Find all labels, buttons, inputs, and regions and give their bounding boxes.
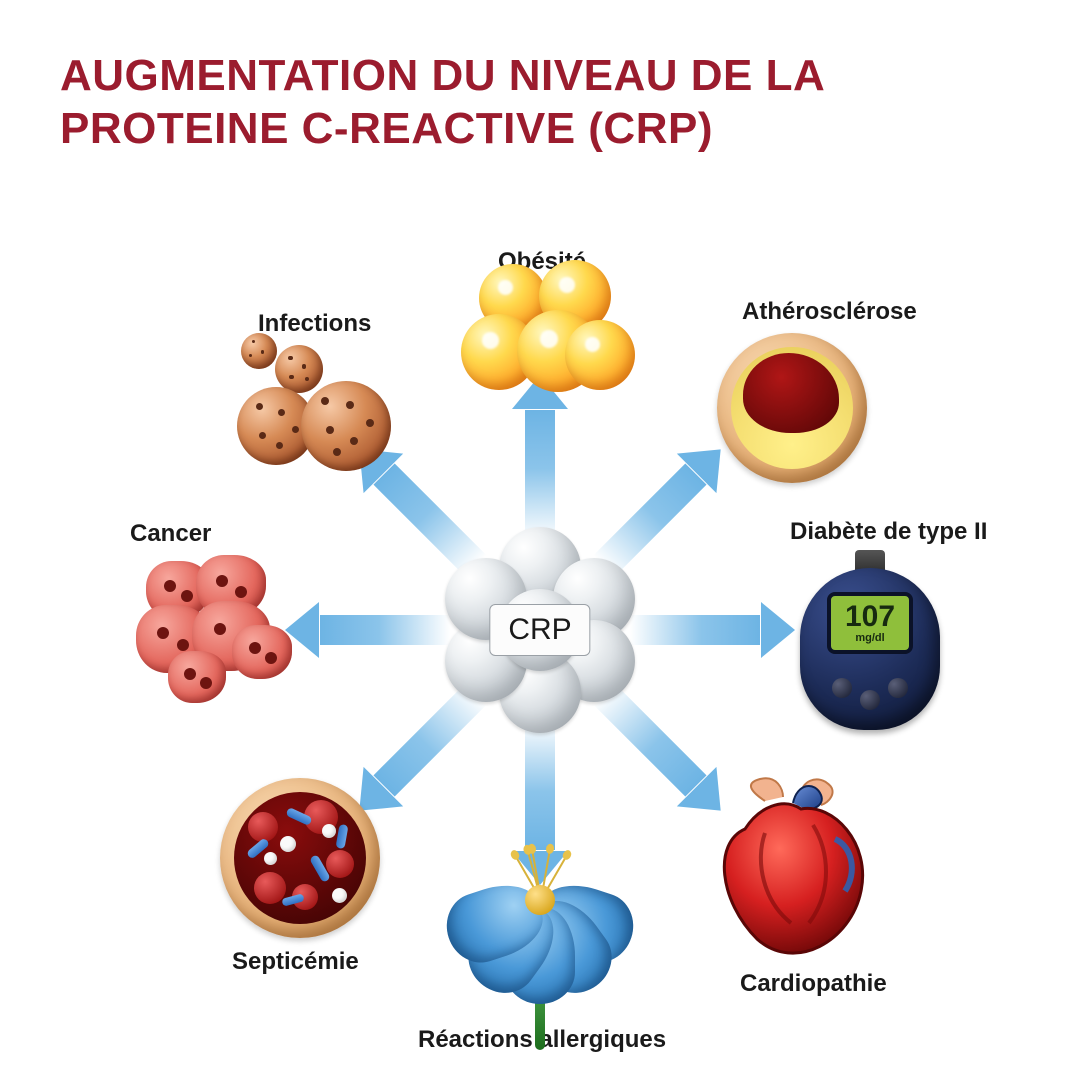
glucometer-unit: mg/dl xyxy=(855,632,884,644)
arrow-cancer xyxy=(320,615,450,645)
infections-icon xyxy=(235,333,405,483)
arrow-cardiopathy xyxy=(593,683,706,796)
glucometer-reading: 107 xyxy=(845,602,895,632)
label-sepsis: Septicémie xyxy=(232,948,359,976)
sepsis-icon xyxy=(220,778,380,938)
label-cardiopathy: Cardiopathie xyxy=(740,970,887,998)
diabetes-icon: 107 mg/dl xyxy=(800,550,940,730)
cardiopathy-icon xyxy=(705,773,875,963)
diagram-stage: CRP ObésitéAthéroscléroseDiabète de type… xyxy=(0,0,1080,1080)
label-cancer: Cancer xyxy=(130,520,211,548)
label-diabetes: Diabète de type II xyxy=(790,518,987,546)
atherosclerosis-icon xyxy=(717,333,867,483)
arrow-diabetes xyxy=(630,615,760,645)
arrow-sepsis xyxy=(374,683,487,796)
label-atherosclerosis: Athérosclérose xyxy=(742,298,917,326)
cancer-icon xyxy=(136,555,296,705)
obesity-icon xyxy=(461,260,631,400)
allergy-icon xyxy=(455,830,625,1030)
arrow-atherosclerosis xyxy=(593,464,706,577)
arrow-obesity xyxy=(525,410,555,540)
crp-center-label: CRP xyxy=(489,604,590,656)
